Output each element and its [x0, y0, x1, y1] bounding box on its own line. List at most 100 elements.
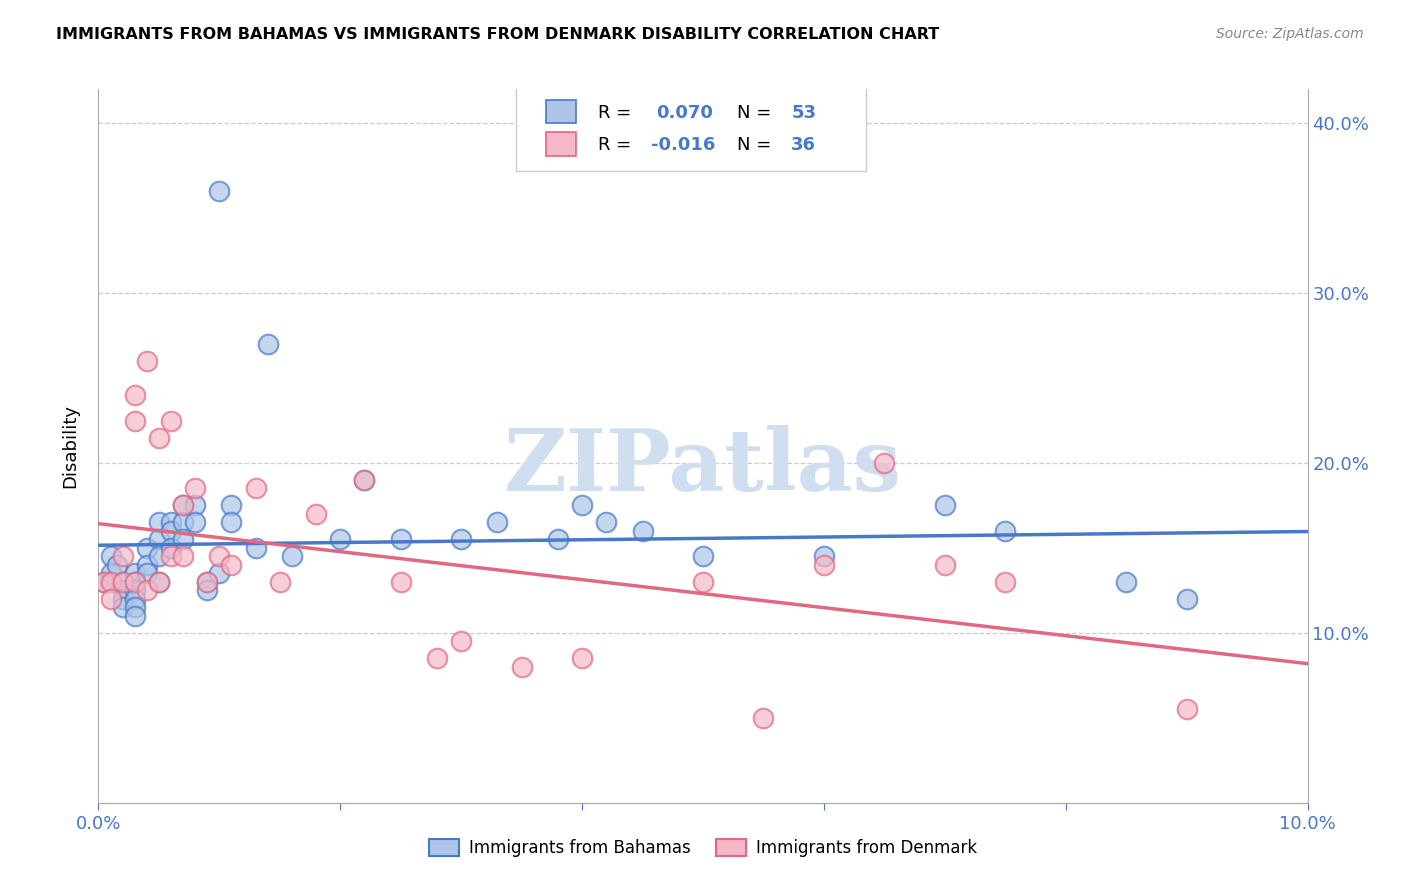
Text: R =: R =: [598, 136, 637, 153]
Point: [135, 354, 157, 368]
Point: [813, 549, 835, 564]
Point: [160, 549, 183, 564]
Point: [994, 524, 1017, 538]
Text: Source: ZipAtlas.com: Source: ZipAtlas.com: [1216, 27, 1364, 41]
Point: [135, 558, 157, 572]
Point: [111, 574, 134, 589]
Point: [692, 574, 714, 589]
Point: [124, 413, 146, 427]
Point: [100, 591, 122, 606]
Point: [135, 541, 157, 555]
Point: [547, 533, 569, 547]
Point: [245, 482, 267, 496]
Point: [510, 660, 533, 674]
Point: [269, 574, 291, 589]
Point: [148, 574, 170, 589]
Text: IMMIGRANTS FROM BAHAMAS VS IMMIGRANTS FROM DENMARK DISABILITY CORRELATION CHART: IMMIGRANTS FROM BAHAMAS VS IMMIGRANTS FR…: [56, 27, 939, 42]
Point: [994, 574, 1017, 589]
Point: [172, 533, 194, 547]
Point: [135, 566, 157, 581]
Point: [353, 473, 375, 487]
Point: [160, 413, 183, 427]
Point: [873, 456, 896, 470]
Point: [221, 499, 243, 513]
Point: [195, 574, 218, 589]
Point: [111, 574, 134, 589]
Point: [124, 591, 146, 606]
Text: 36: 36: [792, 136, 817, 153]
Point: [389, 574, 412, 589]
Point: [195, 583, 218, 598]
Text: N =: N =: [737, 103, 778, 121]
Point: [148, 574, 170, 589]
Point: [148, 549, 170, 564]
Point: [160, 524, 183, 538]
Point: [305, 507, 328, 521]
Point: [148, 516, 170, 530]
Point: [184, 516, 207, 530]
Point: [100, 566, 122, 581]
Point: [1175, 591, 1198, 606]
Point: [93, 574, 115, 589]
Point: [595, 516, 617, 530]
Point: [111, 600, 134, 615]
Point: [221, 516, 243, 530]
Text: -0.016: -0.016: [651, 136, 716, 153]
Point: [160, 541, 183, 555]
Point: [111, 549, 134, 564]
Point: [571, 499, 593, 513]
Text: 0.070: 0.070: [655, 103, 713, 121]
Point: [111, 591, 134, 606]
Point: [124, 574, 146, 589]
Point: [208, 549, 231, 564]
Point: [124, 566, 146, 581]
FancyBboxPatch shape: [546, 100, 576, 123]
Point: [245, 541, 267, 555]
Point: [281, 549, 304, 564]
Point: [100, 549, 122, 564]
Point: [100, 574, 122, 589]
Point: [571, 651, 593, 665]
Point: [256, 337, 278, 351]
Point: [148, 533, 170, 547]
Point: [221, 558, 243, 572]
Point: [208, 566, 231, 581]
Point: [124, 600, 146, 615]
Point: [172, 516, 194, 530]
Point: [124, 574, 146, 589]
Point: [135, 583, 157, 598]
Point: [172, 499, 194, 513]
Point: [184, 499, 207, 513]
Point: [160, 516, 183, 530]
Text: ZIPatlas: ZIPatlas: [503, 425, 903, 509]
Point: [353, 473, 375, 487]
Point: [208, 184, 231, 198]
Point: [124, 583, 146, 598]
FancyBboxPatch shape: [546, 132, 576, 155]
Point: [450, 634, 472, 648]
Point: [813, 558, 835, 572]
Point: [631, 524, 654, 538]
Y-axis label: Disability: Disability: [62, 404, 80, 488]
Point: [934, 499, 956, 513]
Point: [172, 549, 194, 564]
Text: 53: 53: [792, 103, 817, 121]
Point: [184, 482, 207, 496]
Point: [105, 558, 128, 572]
Point: [124, 608, 146, 623]
Point: [172, 499, 194, 513]
Point: [1175, 702, 1198, 716]
Point: [148, 430, 170, 444]
Point: [692, 549, 714, 564]
Point: [426, 651, 449, 665]
Point: [450, 533, 472, 547]
Point: [486, 516, 509, 530]
Text: R =: R =: [598, 103, 637, 121]
Point: [93, 574, 115, 589]
Legend: Immigrants from Bahamas, Immigrants from Denmark: Immigrants from Bahamas, Immigrants from…: [420, 831, 986, 866]
FancyBboxPatch shape: [516, 82, 866, 171]
Point: [329, 533, 352, 547]
Point: [934, 558, 956, 572]
Point: [389, 533, 412, 547]
Point: [124, 388, 146, 402]
